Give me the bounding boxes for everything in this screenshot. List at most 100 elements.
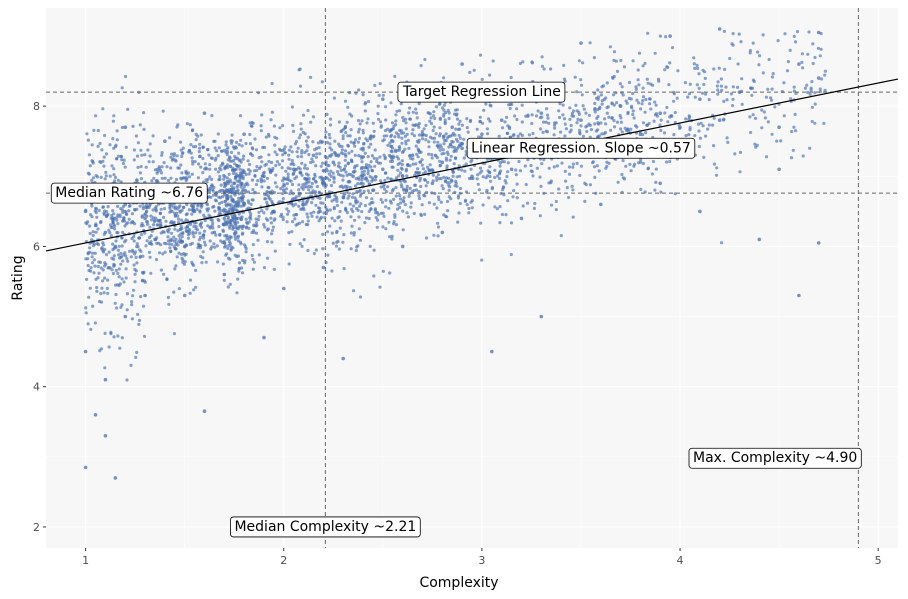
data-point — [368, 244, 372, 248]
data-point — [217, 146, 221, 150]
data-point — [246, 159, 250, 163]
data-point — [148, 255, 152, 259]
data-point — [363, 109, 367, 113]
data-point — [636, 68, 640, 72]
data-point — [364, 196, 369, 200]
data-point — [432, 140, 436, 144]
data-point — [462, 137, 466, 141]
data-point — [631, 109, 635, 113]
data-point — [353, 164, 357, 168]
data-point — [225, 176, 229, 180]
data-point — [201, 156, 205, 161]
data-point — [634, 87, 638, 91]
data-point — [463, 199, 468, 203]
data-point — [394, 223, 399, 227]
data-point — [725, 136, 729, 140]
data-point — [119, 155, 123, 159]
data-point — [341, 178, 345, 182]
data-point — [659, 128, 663, 132]
data-point — [555, 164, 560, 168]
data-point — [375, 157, 379, 161]
data-point — [502, 160, 506, 164]
data-point — [670, 46, 675, 50]
data-point — [370, 197, 374, 201]
data-point — [602, 97, 606, 102]
data-point — [273, 143, 277, 147]
data-point — [137, 318, 142, 322]
data-point — [349, 247, 353, 251]
data-point — [311, 115, 316, 119]
data-point — [438, 148, 442, 152]
data-point — [390, 121, 395, 125]
data-point — [319, 164, 323, 168]
data-point — [227, 210, 231, 214]
data-point — [597, 169, 601, 173]
data-point — [669, 114, 673, 118]
data-point — [297, 183, 301, 187]
data-point — [554, 199, 558, 204]
data-point — [198, 209, 202, 213]
data-point — [105, 213, 109, 217]
data-point — [648, 102, 652, 106]
data-point — [779, 139, 783, 143]
data-point — [174, 264, 178, 268]
data-point — [783, 32, 787, 36]
data-point — [325, 195, 330, 199]
data-point — [247, 201, 251, 205]
data-point — [169, 166, 173, 170]
data-point — [199, 254, 203, 258]
data-point — [707, 123, 711, 127]
data-point — [120, 244, 124, 248]
data-point — [499, 118, 504, 122]
data-point — [162, 272, 166, 276]
data-point — [309, 120, 313, 124]
data-point — [716, 80, 720, 84]
data-point — [390, 234, 394, 238]
data-point — [478, 171, 482, 175]
data-point — [526, 201, 530, 205]
data-point — [426, 165, 430, 169]
data-point — [316, 211, 320, 215]
data-point — [373, 148, 377, 152]
data-point — [290, 158, 294, 163]
data-point — [687, 133, 691, 137]
data-point — [357, 136, 361, 140]
data-point — [95, 285, 99, 290]
data-point — [224, 203, 228, 207]
data-point — [823, 88, 827, 92]
data-point — [318, 206, 322, 211]
data-point — [244, 247, 248, 251]
data-point — [218, 232, 222, 237]
data-point — [379, 185, 383, 189]
data-point — [135, 261, 139, 265]
data-point — [226, 146, 230, 150]
data-point — [94, 174, 98, 178]
data-point — [643, 61, 647, 65]
data-point — [397, 174, 401, 178]
data-point — [777, 125, 781, 129]
data-point — [317, 219, 321, 223]
data-point — [261, 171, 265, 175]
data-point — [629, 169, 633, 173]
data-point — [664, 35, 668, 39]
data-point — [234, 204, 238, 208]
data-point — [228, 155, 232, 159]
annotation-box — [50, 182, 208, 204]
data-point — [260, 160, 264, 164]
data-point — [241, 224, 245, 228]
data-point — [770, 132, 774, 136]
data-point — [106, 278, 110, 282]
data-point — [762, 110, 766, 114]
data-point — [523, 164, 527, 168]
data-point — [210, 177, 214, 181]
data-point — [417, 148, 421, 153]
data-point — [620, 85, 624, 89]
data-point — [245, 220, 249, 225]
data-point — [394, 176, 399, 180]
data-point — [480, 258, 484, 262]
data-point — [177, 239, 181, 243]
data-point — [375, 159, 379, 163]
data-point — [792, 34, 796, 39]
data-point — [120, 158, 124, 162]
data-point — [731, 43, 735, 47]
